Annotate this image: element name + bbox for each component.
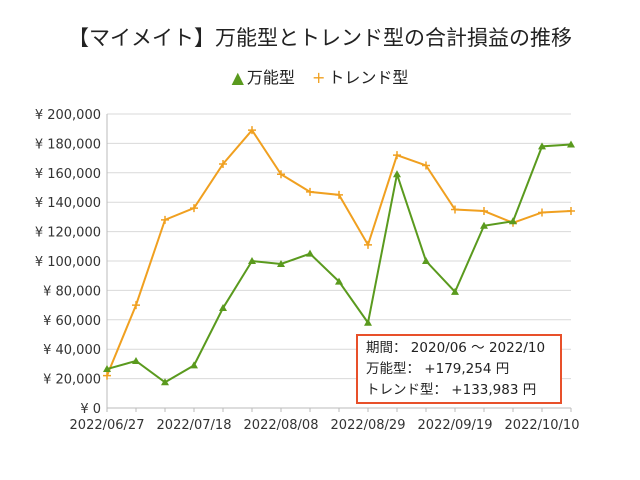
data-point-triangle xyxy=(480,221,488,229)
x-tick-label: 2022/10/10 xyxy=(505,418,580,433)
data-point-triangle xyxy=(277,259,285,267)
legend-item-banno: ▲ 万能型 xyxy=(232,64,295,88)
x-tick-label: 2022/07/18 xyxy=(157,418,232,433)
trend-label: トレンド型： xyxy=(366,382,447,398)
data-point-triangle xyxy=(190,361,198,369)
x-tick-label: 2022/08/08 xyxy=(244,418,319,433)
y-tick-label: ¥ 40,000 xyxy=(43,343,101,358)
banno-value: +179,254 円 xyxy=(424,361,510,377)
data-point-triangle xyxy=(306,249,314,257)
data-point-plus xyxy=(480,207,488,216)
data-point-plus xyxy=(132,301,140,310)
plus-marker-icon: + xyxy=(312,68,326,87)
data-point-plus xyxy=(567,207,575,216)
legend-item-trend: + トレンド型 xyxy=(312,64,408,88)
y-tick-label: ¥ 0 xyxy=(80,402,101,417)
data-point-triangle xyxy=(248,257,256,264)
data-point-plus xyxy=(451,205,459,214)
y-tick-label: ¥ 200,000 xyxy=(35,108,101,123)
y-tick-label: ¥ 180,000 xyxy=(35,137,101,152)
chart-title: 【マイメイト】万能型とトレンド型の合計損益の推移 xyxy=(68,26,572,50)
data-point-plus xyxy=(277,170,285,179)
data-point-triangle xyxy=(422,257,430,264)
data-point-triangle xyxy=(132,356,140,364)
data-point-plus xyxy=(161,215,169,224)
period-value: 2020/06 ～ 2022/10 xyxy=(410,340,546,356)
data-point-triangle xyxy=(567,140,575,148)
data-point-triangle xyxy=(451,287,459,295)
data-point-plus xyxy=(393,151,401,160)
y-tick-label: ¥ 80,000 xyxy=(43,284,101,299)
banno-label: 万能型： xyxy=(366,361,420,377)
data-point-triangle xyxy=(538,142,546,150)
data-point-triangle xyxy=(103,365,111,373)
data-point-plus xyxy=(364,240,372,249)
x-tick-label: 2022/08/29 xyxy=(331,418,406,433)
triangle-marker-icon: ▲ xyxy=(231,68,244,87)
data-point-triangle xyxy=(161,378,169,386)
legend: ▲ 万能型 + トレンド型 xyxy=(0,64,640,88)
data-point-plus xyxy=(219,159,227,168)
legend-label: トレンド型 xyxy=(328,68,409,87)
banno-row: 万能型： +179,254 円 xyxy=(366,359,560,380)
trend-value: +133,983 円 xyxy=(451,382,537,398)
y-tick-label: ¥ 160,000 xyxy=(35,167,101,182)
x-tick-label: 2022/06/27 xyxy=(70,418,145,433)
data-point-plus xyxy=(538,208,546,217)
y-tick-label: ¥ 120,000 xyxy=(35,226,101,241)
data-point-triangle xyxy=(364,318,372,326)
data-point-triangle xyxy=(219,304,227,312)
period-row: 期間： 2020/06 ～ 2022/10 xyxy=(366,338,560,359)
y-tick-label: ¥ 100,000 xyxy=(35,255,101,270)
x-tick-label: 2022/09/19 xyxy=(418,418,493,433)
y-tick-label: ¥ 140,000 xyxy=(35,196,101,211)
data-point-plus xyxy=(306,187,314,196)
trend-row: トレンド型： +133,983 円 xyxy=(366,380,560,401)
y-tick-label: ¥ 60,000 xyxy=(43,314,101,329)
data-point-plus xyxy=(248,126,256,135)
period-label: 期間： xyxy=(366,340,407,356)
data-point-triangle xyxy=(509,217,517,225)
data-point-plus xyxy=(422,161,430,170)
data-point-triangle xyxy=(393,170,401,178)
legend-label: 万能型 xyxy=(246,68,295,87)
data-point-plus xyxy=(103,371,111,380)
data-point-plus xyxy=(190,204,198,213)
data-point-plus xyxy=(335,190,343,199)
summary-annotation: 期間： 2020/06 ～ 2022/10 万能型： +179,254 円 トレ… xyxy=(356,334,562,404)
data-point-triangle xyxy=(335,277,343,285)
y-tick-label: ¥ 20,000 xyxy=(43,373,101,388)
